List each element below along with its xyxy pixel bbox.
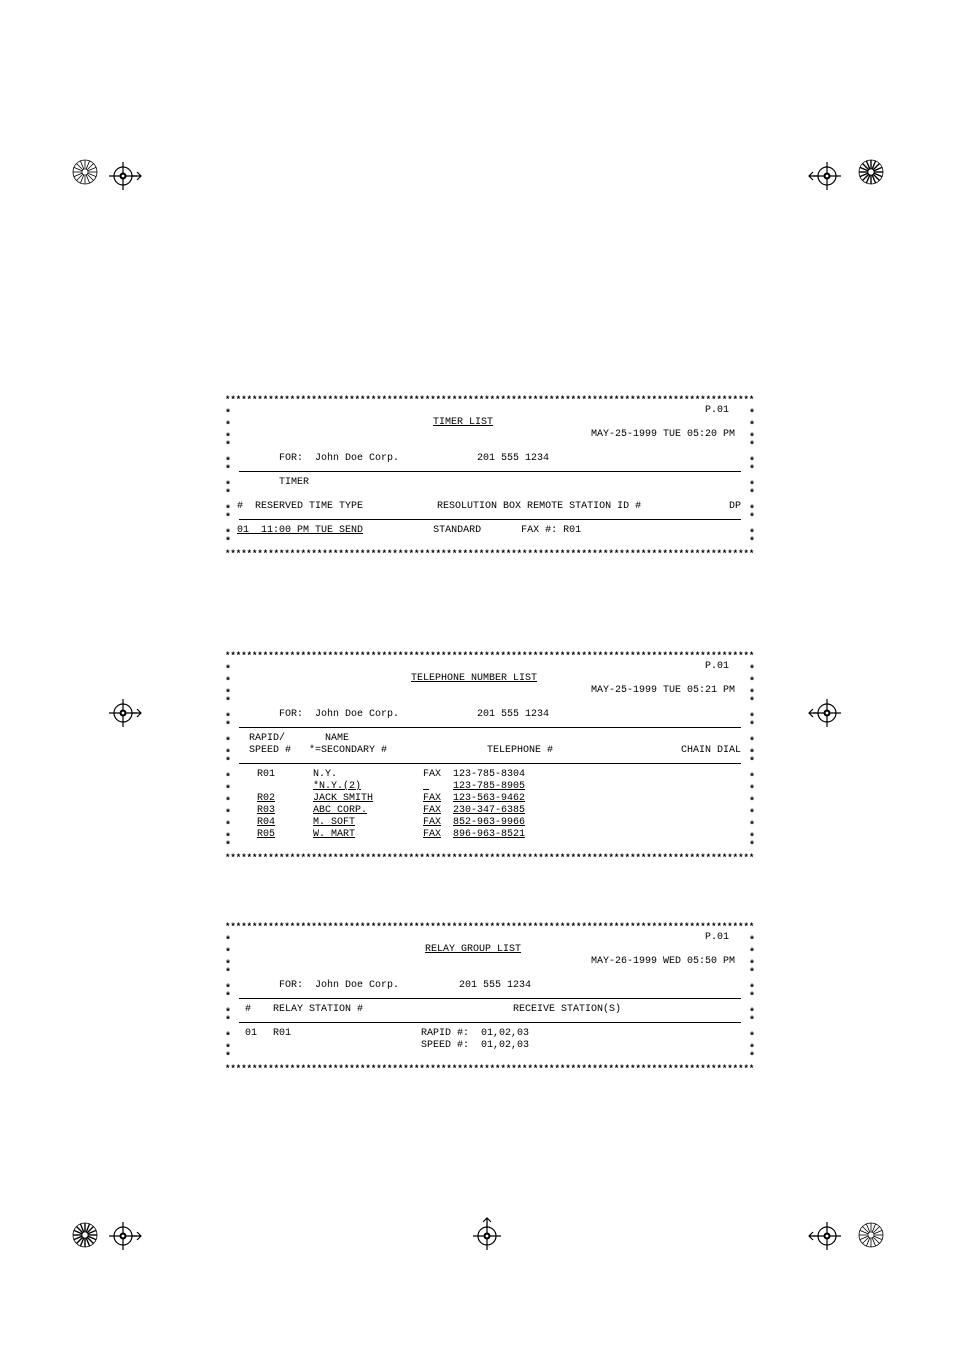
- cell-name: M. SOFT: [313, 817, 423, 828]
- table-row: **N.Y.(2) 123-785-8905*: [225, 781, 755, 793]
- timer-list-report: ****************************************…: [225, 395, 755, 559]
- col-resolution: RESOLUTION BOX REMOTE STATION ID #: [437, 501, 641, 512]
- phone: 201 555 1234: [477, 709, 549, 720]
- timestamp: MAY-26-1999 WED 05:50 PM: [591, 956, 735, 967]
- col-tel: TELEPHONE #: [487, 745, 553, 756]
- cell-id: R03: [257, 805, 313, 816]
- cell-num: 852-963-9966: [453, 817, 525, 828]
- table-row: *R02JACK SMITHFAX123-563-9462*: [225, 793, 755, 805]
- page-label: P.01: [705, 405, 729, 416]
- registration-mark-icon: [807, 1216, 847, 1256]
- cell-id: R05: [257, 829, 313, 840]
- col-dp: DP: [729, 501, 741, 512]
- table-row: *SPEED #: 01,02,03*: [225, 1040, 755, 1052]
- registration-mark-icon: [103, 693, 143, 733]
- hatch-circle-icon: [72, 159, 98, 185]
- table-row: *R04M. SOFTFAX852-963-9966*: [225, 817, 755, 829]
- cell-id: R01: [257, 769, 313, 780]
- relay-list-report: ****************************************…: [225, 922, 755, 1074]
- cell-rapid: 01,02,03: [481, 1028, 529, 1039]
- cell-type: FAX: [423, 817, 453, 828]
- border-top: ****************************************…: [225, 651, 755, 661]
- cell-res: STANDARD: [433, 525, 481, 536]
- cell-num: 123-563-9462: [453, 793, 525, 804]
- cell-num: 01: [237, 525, 249, 536]
- cell-name: ABC CORP.: [313, 805, 423, 816]
- telephone-list-report: ****************************************…: [225, 651, 755, 863]
- col-receive: RECEIVE STATION(S): [513, 1004, 621, 1015]
- cell-id: R02: [257, 793, 313, 804]
- cell-num: 230-347-6385: [453, 805, 525, 816]
- registration-mark-icon: [807, 693, 847, 733]
- for-label: FOR:: [279, 709, 303, 720]
- cell-name: N.Y.: [313, 769, 423, 780]
- cell-num2: 123-785-8905: [453, 781, 525, 792]
- col-relay: RELAY STATION #: [273, 1004, 363, 1015]
- cell-name: JACK SMITH: [313, 793, 423, 804]
- cell-sec: *N.Y.(2): [313, 781, 423, 792]
- table-row: *R01N.Y.FAX123-785-8304*: [225, 769, 755, 781]
- border-top: ****************************************…: [225, 922, 755, 932]
- registration-mark-icon: [103, 1216, 143, 1256]
- page-label: P.01: [705, 661, 729, 672]
- border-bottom: ****************************************…: [225, 549, 755, 559]
- cell-time: 11:00 PM TUE SEND: [261, 525, 363, 536]
- timestamp: MAY-25-1999 TUE 05:21 PM: [591, 685, 735, 696]
- rapid-label: RAPID #:: [413, 1028, 469, 1039]
- col-rapid2: SPEED #: [249, 745, 291, 756]
- cell-speed: 01,02,03: [481, 1040, 529, 1051]
- cell-id: R04: [257, 817, 313, 828]
- col-rapid1: RAPID/: [249, 733, 285, 744]
- report-title: RELAY GROUP LIST: [425, 944, 521, 955]
- for-label: FOR:: [279, 980, 303, 991]
- speed-label: SPEED #:: [413, 1040, 469, 1051]
- table-row: *01 11:00 PM TUE SENDSTANDARDFAX #: R01*: [225, 525, 755, 537]
- registration-mark-icon: [103, 156, 143, 196]
- cell-num: 896-963-8521: [453, 829, 525, 840]
- hatch-circle-icon: [72, 1222, 98, 1248]
- col-name2: *=SECONDARY #: [309, 745, 387, 756]
- border-top: ****************************************…: [225, 395, 755, 405]
- cell-type: FAX: [423, 829, 453, 840]
- table-row: *R03ABC CORP.FAX230-347-6385*: [225, 805, 755, 817]
- border-bottom: ****************************************…: [225, 853, 755, 863]
- for-value: John Doe Corp.: [315, 709, 399, 720]
- col-name1: NAME: [325, 733, 349, 744]
- cell-name: W. MART: [313, 829, 423, 840]
- report-title: TIMER LIST: [433, 417, 493, 428]
- cell-relay: R01: [273, 1028, 413, 1039]
- for-label: FOR:: [279, 453, 303, 464]
- registration-mark-icon: [807, 156, 847, 196]
- phone: 201 555 1234: [459, 980, 531, 991]
- col-chain: CHAIN DIAL: [681, 745, 741, 756]
- table-row: *R05W. MARTFAX896-963-8521*: [225, 829, 755, 841]
- hatch-circle-icon: [858, 1222, 884, 1248]
- for-value: John Doe Corp.: [315, 453, 399, 464]
- phone: 201 555 1234: [477, 453, 549, 464]
- sub-heading: TIMER: [279, 477, 309, 488]
- cell-box: FAX #: R01: [521, 525, 581, 536]
- for-value: John Doe Corp.: [315, 980, 399, 991]
- cell-type: FAX: [423, 805, 453, 816]
- cell-num: 01: [245, 1028, 273, 1039]
- page-label: P.01: [705, 932, 729, 943]
- border-bottom: ****************************************…: [225, 1064, 755, 1074]
- timestamp: MAY-25-1999 TUE 05:20 PM: [591, 429, 735, 440]
- cell-type: FAX: [423, 793, 453, 804]
- registration-mark-icon: [467, 1216, 507, 1256]
- cell-num: 123-785-8304: [453, 769, 525, 780]
- cell-type: FAX: [423, 769, 453, 780]
- hatch-circle-icon: [858, 159, 884, 185]
- col-reserved: RESERVED TIME TYPE: [255, 501, 363, 512]
- table-row: *01R01RAPID #: 01,02,03*: [225, 1028, 755, 1040]
- report-title: TELEPHONE NUMBER LIST: [411, 673, 537, 684]
